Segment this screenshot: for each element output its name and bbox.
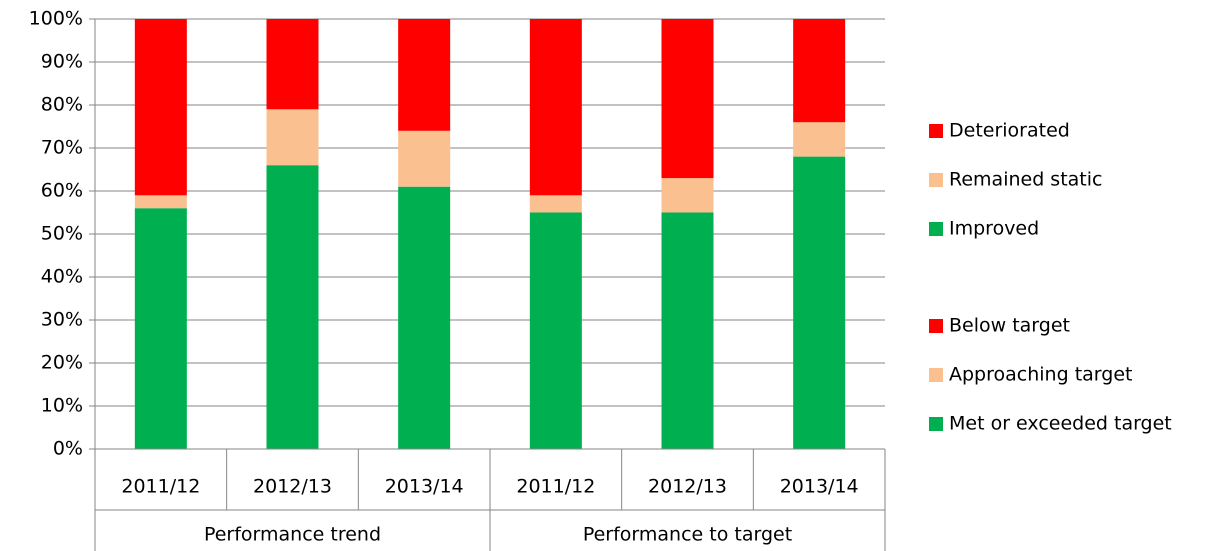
y-tick-label: 70% (41, 137, 83, 159)
x-tick-label: 2013/14 (385, 476, 464, 498)
legend-swatch (929, 319, 943, 333)
bar-segment (398, 130, 451, 187)
legend-swatch (929, 368, 943, 382)
bar-segment (793, 156, 846, 449)
group-label: Performance trend (204, 524, 381, 546)
legend-swatch (929, 124, 943, 138)
bar-segment (266, 19, 319, 110)
legend-label: Below target (949, 315, 1070, 337)
bar-segment (266, 165, 319, 449)
legend-label: Remained static (949, 169, 1102, 191)
y-tick-label: 50% (41, 223, 83, 245)
y-tick-label: 60% (41, 180, 83, 202)
x-tick-label: 2012/13 (253, 476, 332, 498)
bar-segment (266, 109, 319, 166)
bar-segment (661, 212, 714, 449)
y-tick-label: 100% (29, 8, 83, 30)
y-tick-label: 80% (41, 94, 83, 116)
legend-label: Improved (949, 218, 1039, 240)
legend-swatch (929, 417, 943, 431)
bar-segment (529, 19, 582, 196)
x-tick-label: 2013/14 (780, 476, 859, 498)
bar-segment (661, 19, 714, 179)
bar-segment (134, 208, 187, 449)
bar-segment (398, 19, 451, 131)
bar-segment (134, 19, 187, 196)
bar-segment (398, 186, 451, 449)
y-tick-label: 20% (41, 352, 83, 374)
x-tick-label: 2011/12 (121, 476, 200, 498)
legend-label: Deteriorated (949, 120, 1070, 142)
legend-label: Met or exceeded target (949, 413, 1172, 435)
bar-segment (134, 195, 187, 209)
bar-segment (661, 178, 714, 213)
bar-segment (793, 19, 846, 123)
x-tick-label: 2011/12 (516, 476, 595, 498)
y-tick-label: 10% (41, 395, 83, 417)
bar-segment (529, 212, 582, 449)
legend-swatch (929, 173, 943, 187)
legend-swatch (929, 222, 943, 236)
x-tick-label: 2012/13 (648, 476, 727, 498)
bar-segment (793, 122, 846, 157)
y-tick-label: 0% (53, 438, 83, 460)
y-tick-label: 40% (41, 266, 83, 288)
group-label: Performance to target (583, 524, 792, 546)
legend-label: Approaching target (949, 364, 1132, 386)
y-tick-label: 90% (41, 51, 83, 73)
bar-segment (529, 195, 582, 213)
y-tick-label: 30% (41, 309, 83, 331)
